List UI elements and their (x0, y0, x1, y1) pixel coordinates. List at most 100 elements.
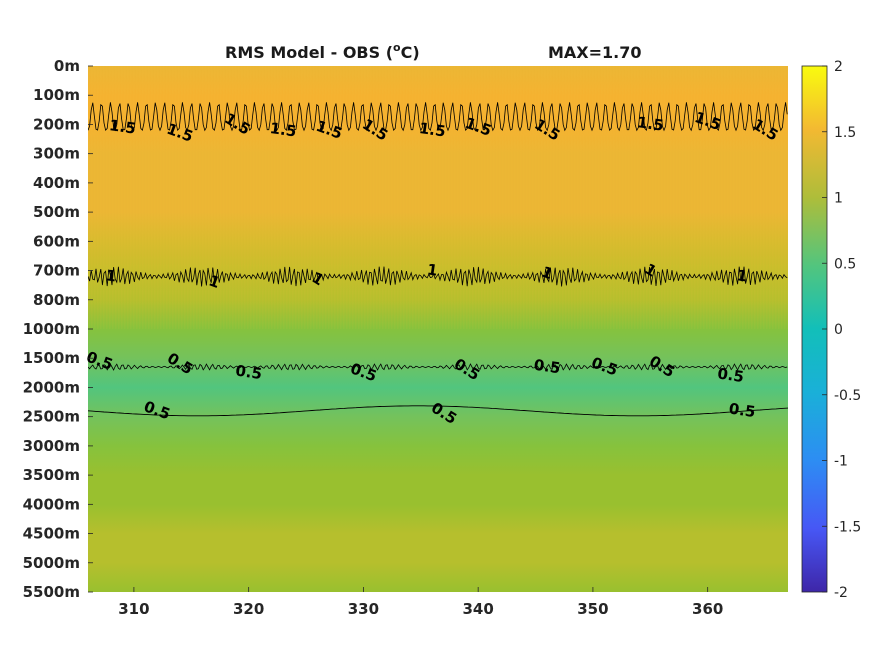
field-stripe (100, 66, 102, 329)
field-stripe (157, 66, 159, 329)
field-stripe (577, 66, 579, 329)
field-stripe (313, 66, 315, 329)
field-stripe (691, 66, 693, 329)
field-stripe (286, 66, 288, 329)
field-stripe (103, 66, 105, 329)
field-stripe (508, 66, 510, 329)
field-stripe (466, 66, 468, 329)
field-stripe (460, 66, 462, 329)
field-stripe (502, 66, 504, 329)
field-stripe (583, 66, 585, 329)
field-stripe (88, 66, 90, 329)
field-stripe (262, 66, 264, 329)
field-stripe (211, 66, 213, 329)
x-tick-label: 330 (348, 600, 379, 618)
field-stripe (196, 66, 198, 329)
field-stripe (250, 66, 252, 329)
field-stripe (307, 66, 309, 329)
field-stripe (544, 66, 546, 329)
x-tick-label: 320 (233, 600, 264, 618)
field-stripe (490, 66, 492, 329)
y-tick-label: 4000m (23, 495, 80, 513)
field-stripe (442, 66, 444, 329)
y-tick-label: 4500m (23, 525, 80, 543)
field-stripe (703, 66, 705, 329)
field-stripe (511, 66, 513, 329)
field-stripe (160, 66, 162, 329)
field-stripe (409, 66, 411, 329)
field-stripe (109, 66, 111, 329)
heatmap-stripes (88, 66, 788, 329)
field-stripe (574, 66, 576, 329)
y-tick-label: 2500m (23, 408, 80, 426)
field-stripe (265, 66, 267, 329)
contour-label: 1 (736, 266, 749, 285)
field-stripe (457, 66, 459, 329)
y-tick-label: 1000m (23, 320, 80, 338)
field-stripe (661, 66, 663, 329)
field-stripe (643, 66, 645, 329)
field-stripe (679, 66, 681, 329)
contour-label: 0.5 (728, 400, 757, 422)
field-stripe (202, 66, 204, 329)
field-stripe (184, 66, 186, 329)
field-stripe (463, 66, 465, 329)
field-stripe (340, 66, 342, 329)
contour-label: 0.5 (533, 356, 562, 378)
field-stripe (355, 66, 357, 329)
field-stripe (238, 66, 240, 329)
field-stripe (598, 66, 600, 329)
field-stripe (373, 66, 375, 329)
contour-label: 1.5 (636, 113, 665, 135)
field-stripe (469, 66, 471, 329)
field-stripe (220, 66, 222, 329)
y-tick-label: 200m (33, 115, 80, 133)
field-stripe (712, 66, 714, 329)
field-stripe (418, 66, 420, 329)
field-stripe (586, 66, 588, 329)
field-stripe (277, 66, 279, 329)
y-tick-label: 500m (33, 203, 80, 221)
field-stripe (169, 66, 171, 329)
colorbar-tick-label: -0.5 (834, 388, 861, 404)
field-stripe (640, 66, 642, 329)
contour-lines (88, 102, 788, 417)
field-stripe (595, 66, 597, 329)
field-stripe (475, 66, 477, 329)
x-tick-label: 340 (463, 600, 494, 618)
field-stripe (517, 66, 519, 329)
field-stripe (268, 66, 270, 329)
field-stripe (127, 66, 129, 329)
y-tick-label: 600m (33, 232, 80, 250)
field-stripe (412, 66, 414, 329)
field-stripe (631, 66, 633, 329)
colorbar-ticks: 2 1.5 1 0.5 0 -0.5 -1 -1.5 -2 (822, 59, 861, 601)
contour-label: 1.5 (108, 116, 137, 138)
field-stripe (379, 66, 381, 329)
field-stripe (700, 66, 702, 329)
field-stripe (331, 66, 333, 329)
field-stripe (730, 66, 732, 329)
field-stripe (289, 66, 291, 329)
field-stripe (604, 66, 606, 329)
field-stripe (637, 66, 639, 329)
field-stripe (148, 66, 150, 329)
y-tick-label: 700m (33, 262, 80, 280)
colorbar-tick-label: 2 (834, 59, 843, 75)
colorbar-tick-label: -2 (834, 585, 848, 601)
field-stripe (322, 66, 324, 329)
field-stripe (151, 66, 153, 329)
field-stripe (736, 66, 738, 329)
colorbar-tick-label: 1.5 (834, 125, 856, 141)
field-stripe (772, 66, 774, 329)
field-stripe (382, 66, 384, 329)
field-stripe (334, 66, 336, 329)
field-stripe (388, 66, 390, 329)
field-stripe (343, 66, 345, 329)
field-stripe (541, 66, 543, 329)
colorbar-tick-label: 1 (834, 191, 843, 207)
field-stripe (124, 66, 126, 329)
field-stripe (97, 66, 99, 329)
field-stripe (361, 66, 363, 329)
field-stripe (274, 66, 276, 329)
